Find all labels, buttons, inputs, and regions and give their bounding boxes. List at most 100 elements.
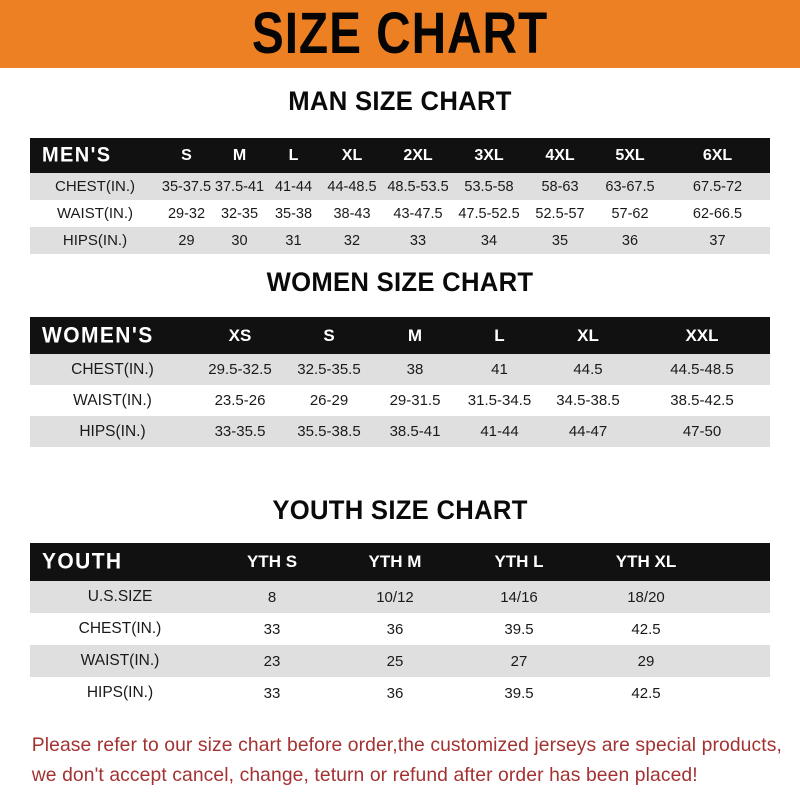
table-row: WAIST(IN.) 29-32 32-35 35-38 38-43 43-47… <box>30 200 770 227</box>
table-cell: 14/16 <box>500 588 538 606</box>
table-cell-spacer <box>710 677 770 709</box>
men-corner-label: MEN'S <box>42 143 112 167</box>
table-cell: 37.5-41 <box>214 178 265 195</box>
row-label: WAIST(IN.) <box>80 652 160 669</box>
table-cell: 23.5-26 <box>214 392 266 409</box>
table-cell: 41 <box>491 361 508 378</box>
table-cell: 29-31.5 <box>389 392 441 409</box>
youth-size-header: YTH M <box>368 552 422 571</box>
table-cell: 37 <box>709 232 726 249</box>
men-size-header: L <box>288 146 299 164</box>
page-title: SIZE CHART <box>251 1 549 67</box>
women-size-header: XL <box>577 325 599 345</box>
table-row: HIPS(IN.) 33-35.5 35.5-38.5 38.5-41 41-4… <box>30 416 770 447</box>
table-cell: 63-67.5 <box>605 178 655 195</box>
men-size-header: 5XL <box>615 146 645 164</box>
women-section-title: WOMEN SIZE CHART <box>266 267 534 297</box>
table-row: CHEST(IN.) 35-37.5 37.5-41 41-44 44-48.5… <box>30 173 770 200</box>
table-cell: 43-47.5 <box>393 205 443 222</box>
table-cell: 38.5-41 <box>389 423 441 440</box>
footer-note: Please refer to our size chart before or… <box>31 730 782 790</box>
men-size-header: 6XL <box>702 146 733 164</box>
table-cell: 32 <box>343 232 361 249</box>
table-row: CHEST(IN.) 29.5-32.5 32.5-35.5 38 41 44.… <box>30 354 770 385</box>
table-cell: 35-38 <box>274 205 313 222</box>
table-cell: 48.5-53.5 <box>387 178 449 195</box>
women-size-header: XXL <box>685 325 719 345</box>
table-cell: 47.5-52.5 <box>458 205 520 222</box>
table-cell: 31 <box>285 232 302 249</box>
men-size-header: XL <box>341 146 363 164</box>
table-cell: 36 <box>386 684 404 702</box>
table-cell: 58-63 <box>541 178 579 195</box>
table-cell: 52.5-57 <box>535 205 585 222</box>
table-cell: 42.5 <box>631 684 661 702</box>
row-label: CHEST(IN.) <box>55 178 135 195</box>
table-cell-spacer <box>710 613 770 645</box>
women-size-header: L <box>494 325 505 345</box>
table-cell: 35 <box>551 232 569 249</box>
youth-size-header: YTH S <box>246 552 298 571</box>
men-size-header: 2XL <box>403 146 433 164</box>
youth-header-spacer <box>710 543 770 581</box>
table-cell: 44.5 <box>573 361 603 378</box>
table-cell: 34 <box>480 232 498 249</box>
table-cell: 42.5 <box>631 620 661 638</box>
table-cell: 36 <box>386 620 404 638</box>
table-cell: 41-44 <box>480 423 519 440</box>
table-row: WAIST(IN.) 23.5-26 26-29 29-31.5 31.5-34… <box>30 385 770 416</box>
table-cell: 57-62 <box>611 205 649 222</box>
table-cell: 29 <box>637 652 655 670</box>
footer-note-line-1: Please refer to our size chart before or… <box>31 734 782 756</box>
table-row: CHEST(IN.) 33 36 39.5 42.5 <box>30 613 770 645</box>
table-cell: 33 <box>263 620 281 638</box>
table-row: U.S.SIZE 8 10/12 14/16 18/20 <box>30 581 770 613</box>
youth-section-title: YOUTH SIZE CHART <box>272 495 528 525</box>
women-size-table: WOMEN'S XS S M L XL XXL CHEST(IN.) 29.5-… <box>30 317 770 447</box>
table-cell: 26-29 <box>309 392 349 409</box>
table-cell: 62-66.5 <box>692 205 743 222</box>
table-cell-spacer <box>710 645 770 677</box>
table-cell: 47-50 <box>682 423 722 440</box>
men-size-header: 3XL <box>474 146 504 164</box>
table-row: HIPS(IN.) 29 30 31 32 33 34 35 36 37 <box>30 227 770 254</box>
table-cell: 33-35.5 <box>214 423 266 440</box>
table-cell: 34.5-38.5 <box>556 392 620 409</box>
table-cell: 31.5-34.5 <box>467 392 532 409</box>
table-cell: 39.5 <box>504 620 534 638</box>
women-header-row: WOMEN'S XS S M L XL XXL <box>30 317 770 354</box>
youth-corner-label: YOUTH <box>42 549 123 574</box>
page-banner: SIZE CHART <box>0 0 800 68</box>
men-size-header: 4XL <box>545 146 575 164</box>
table-cell: 32.5-35.5 <box>297 361 361 378</box>
table-cell: 18/20 <box>627 588 665 606</box>
table-cell: 38.5-42.5 <box>670 392 734 409</box>
table-cell: 39.5 <box>504 684 534 702</box>
table-cell: 38 <box>406 361 424 378</box>
table-cell: 44-48.5 <box>327 178 377 195</box>
youth-size-header: YTH XL <box>615 552 677 571</box>
women-corner-label: WOMEN'S <box>42 322 154 348</box>
table-cell: 32-35 <box>220 205 259 222</box>
table-cell: 35-37.5 <box>161 178 212 195</box>
table-cell: 29 <box>178 232 195 249</box>
table-cell: 8 <box>267 588 277 606</box>
table-row: HIPS(IN.) 33 36 39.5 42.5 <box>30 677 770 709</box>
women-size-header: XS <box>228 325 252 345</box>
youth-header-row: YOUTH YTH S YTH M YTH L YTH XL <box>30 543 770 581</box>
man-section-title: MAN SIZE CHART <box>288 86 512 116</box>
table-cell: 23 <box>263 652 281 670</box>
table-cell: 33 <box>409 232 427 249</box>
men-header-row: MEN'S S M L XL 2XL 3XL 4XL 5XL 6XL <box>30 138 770 173</box>
row-label: WAIST(IN.) <box>73 391 152 409</box>
table-cell: 67.5-72 <box>692 178 743 195</box>
row-label: WAIST(IN.) <box>56 205 134 222</box>
table-row: WAIST(IN.) 23 25 27 29 <box>30 645 770 677</box>
table-cell: 38-43 <box>333 205 371 222</box>
youth-size-table: YOUTH YTH S YTH M YTH L YTH XL U.S.SIZE … <box>30 543 770 709</box>
table-cell: 30 <box>231 232 248 249</box>
table-cell: 44.5-48.5 <box>670 361 734 378</box>
men-size-table: MEN'S S M L XL 2XL 3XL 4XL 5XL 6XL CHEST… <box>30 138 770 254</box>
table-cell: 35.5-38.5 <box>297 423 361 440</box>
